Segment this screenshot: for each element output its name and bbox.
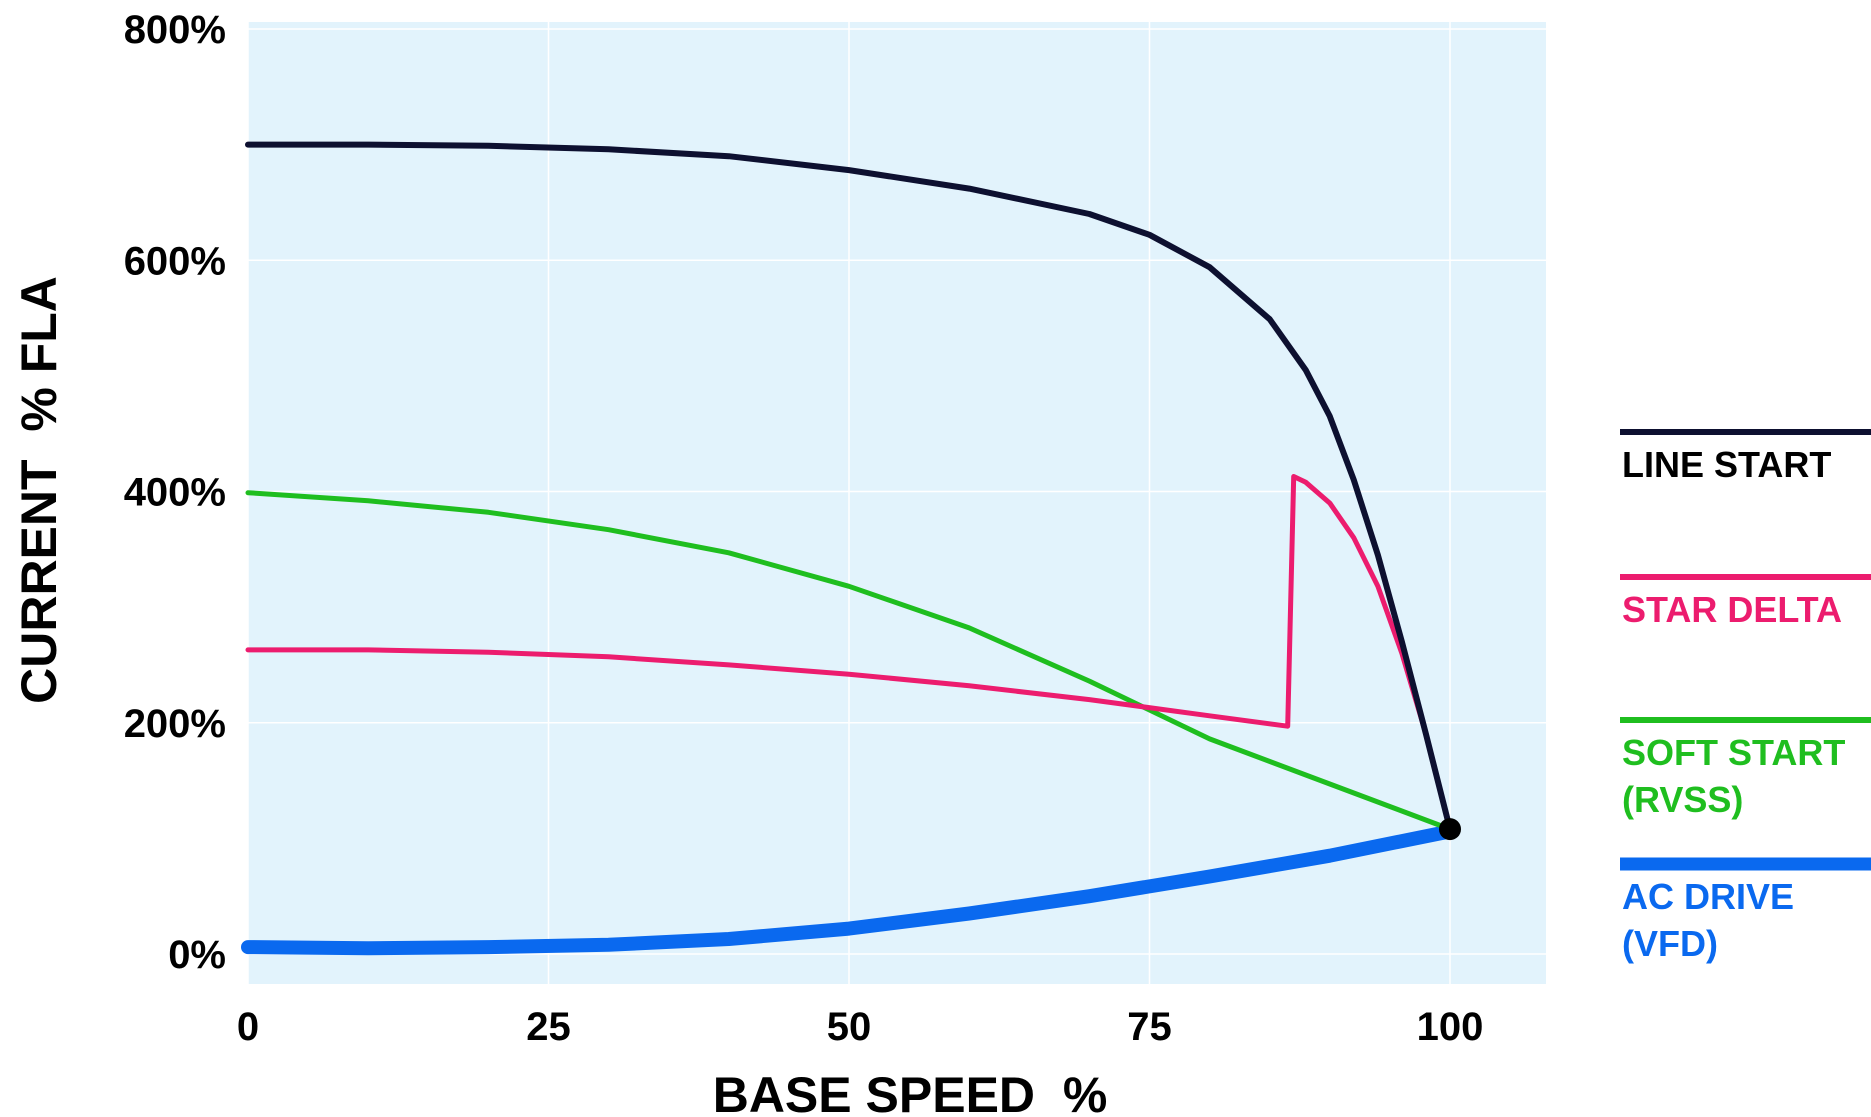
x-tick-label: 25 [526,1005,571,1049]
series-line-line-start [245,141,1453,833]
end-point-marker [1439,818,1461,841]
series-layer [241,141,1461,956]
y-tick-label: 200% [124,702,226,746]
series-line-star-delta [245,474,1453,832]
x-axis-title: BASE SPEED % [713,1067,1108,1117]
legend: LINE START STAR DELTA SOFT START (RVSS) AC D… [1620,429,1871,964]
x-tick-label: 100 [1417,1005,1484,1049]
y-tick-label: 800% [124,8,226,52]
legend-label: AC DRIVE [1622,876,1794,917]
legend-item: LINE START [1620,429,1871,485]
y-tick-label: 400% [124,471,226,515]
x-tick-label: 75 [1127,1005,1172,1049]
series-line-ac-drive [241,824,1457,956]
x-tick-label: 50 [827,1005,872,1049]
y-axis-title: CURRENT % FLA [11,276,67,704]
legend-item: SOFT START (RVSS) [1620,717,1871,820]
legend-label: (VFD) [1622,923,1718,964]
x-tick-label: 0 [237,1005,259,1049]
legend-label: STAR DELTA [1622,589,1842,630]
legend-label: LINE START [1622,444,1831,485]
legend-item: STAR DELTA [1620,574,1871,630]
y-tick-labels: 0% 200% 400% 600% 800% [124,8,226,977]
plot-background [248,22,1546,984]
legend-label: (RVSS) [1622,779,1743,820]
y-tick-label: 0% [168,933,226,977]
series-line-soft-start [245,490,1453,832]
x-tick-labels: 0 25 50 75 100 [237,1005,1484,1049]
legend-label: SOFT START [1622,732,1845,773]
legend-item: AC DRIVE (VFD) [1620,857,1871,964]
y-tick-label: 600% [124,239,226,283]
